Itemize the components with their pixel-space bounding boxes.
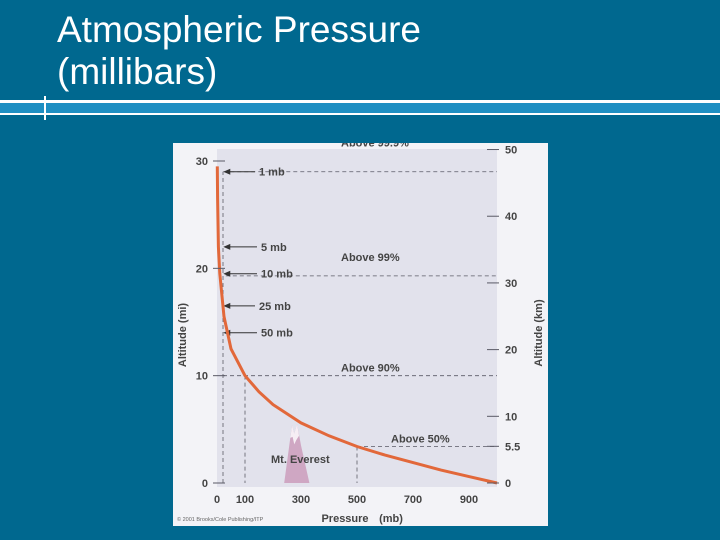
mt-everest-snowcap [290, 423, 300, 445]
copyright-note: © 2001 Brooks/Cole Publishing/ITP [177, 516, 264, 523]
slide-title: Atmospheric Pressure (millibars) [57, 9, 657, 93]
y-right-ticks: 0 5.5 10 20 30 40 50 [487, 145, 520, 490]
y-right-tick-label: 40 [505, 211, 517, 223]
y-left-tick-label: 20 [196, 263, 208, 275]
x-axis-unit: (mb) [379, 513, 403, 525]
guide-lines [222, 171, 497, 483]
title-accent-bar [0, 103, 720, 113]
annotation-label: Above 90% [341, 363, 400, 375]
x-tick-label: 700 [404, 494, 422, 506]
pressure-labels: 1 mb 5 mb 10 mb 25 mb 50 mb [259, 167, 293, 340]
pressure-label: 1 mb [259, 167, 285, 179]
pressure-label: 5 mb [261, 242, 287, 254]
title-divider [0, 100, 720, 103]
y-left-tick-label: 30 [196, 156, 208, 168]
pressure-label: 10 mb [261, 269, 293, 281]
x-tick-label: 500 [348, 494, 366, 506]
x-axis-label: Pressure [321, 513, 368, 525]
slide-title-line2: (millibars) [57, 51, 218, 92]
x-axis-ticks: 0 100 300 500 700 900 [214, 494, 478, 506]
annotation-label: Above 99% [341, 252, 400, 264]
pressure-label: 25 mb [259, 301, 291, 313]
pressure-label: 50 mb [261, 328, 293, 340]
y-right-tick-label: 10 [505, 411, 517, 423]
y-right-tick-label: 5.5 [505, 441, 520, 453]
slide-title-line1: Atmospheric Pressure [57, 9, 421, 50]
y-left-tick-label: 0 [202, 478, 208, 490]
y-left-axis-label: Altitude (mi) [177, 303, 189, 367]
annotation-label: Above 50% [391, 434, 450, 446]
y-left-ticks: 0 10 20 30 [196, 156, 225, 490]
pressure-arrow-head [223, 168, 231, 175]
y-right-axis-label: Altitude (km) [533, 299, 545, 367]
annotation-label: Mt. Everest [271, 454, 330, 466]
y-right-tick-label: 0 [505, 478, 511, 490]
x-tick-label: 900 [460, 494, 478, 506]
x-tick-label: 0 [214, 494, 220, 506]
y-left-tick-label: 10 [196, 371, 208, 383]
title-accent-tick [44, 96, 46, 120]
annotation-label: Above 99.9% [341, 143, 409, 149]
pressure-arrow-head [223, 270, 231, 277]
y-right-tick-label: 50 [505, 145, 517, 157]
x-tick-label: 300 [292, 494, 310, 506]
pressure-arrow-head [223, 302, 231, 309]
pressure-chart: 0 100 300 500 700 900 0 10 20 30 0 5.5 10 20 30 40 50 … [173, 137, 548, 526]
plot-area [217, 149, 497, 487]
pressure-arrow-head [223, 243, 231, 250]
y-right-tick-label: 20 [505, 345, 517, 357]
y-right-tick-label: 30 [505, 278, 517, 290]
title-accent-line [0, 113, 720, 115]
mt-everest-shape [284, 423, 310, 483]
x-tick-label: 100 [236, 494, 254, 506]
pressure-curve [215, 166, 498, 485]
pressure-chart-panel: 0 100 300 500 700 900 0 10 20 30 0 5.5 10 20 30 40 50 … [173, 137, 548, 526]
